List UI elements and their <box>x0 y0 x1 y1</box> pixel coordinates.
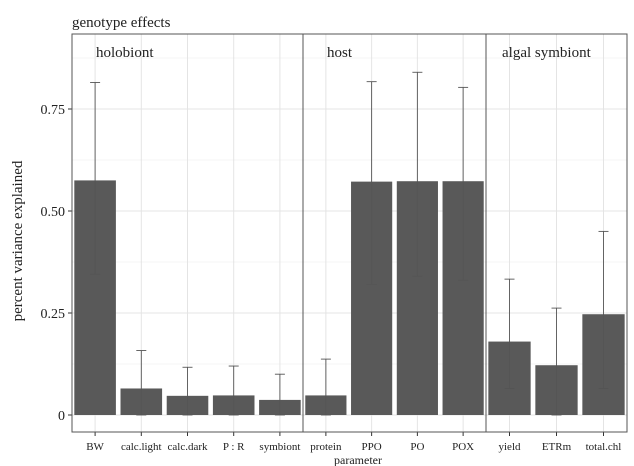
x-tick-label: calc.light <box>121 441 162 453</box>
x-tick-label: PO <box>410 441 424 453</box>
chart-title: genotype effects <box>72 15 171 31</box>
x-tick-label: protein <box>310 441 342 453</box>
y-tick-label: 0 <box>58 409 65 424</box>
y-tick-label: 0.75 <box>41 103 66 118</box>
x-tick-label: yield <box>499 441 521 453</box>
x-tick-label: PPO <box>362 441 382 453</box>
x-tick-label: symbiont <box>259 441 300 453</box>
panel-label: host <box>327 45 353 61</box>
y-axis-label: percent variance explained <box>10 160 26 321</box>
panel-label: algal symbiont <box>502 45 592 61</box>
x-tick-label: BW <box>86 441 104 453</box>
y-tick-label: 0.50 <box>41 205 66 220</box>
y-tick-label: 0.25 <box>41 307 66 322</box>
x-tick-label: P : R <box>223 441 245 453</box>
plot-area: 0 0.25 0.50 0.75 BW calc.light calc.dark P : R s… <box>41 33 628 453</box>
x-axis-label: parameter <box>334 453 382 466</box>
panel-border <box>485 33 628 433</box>
x-tick-label: ETRm <box>542 441 572 453</box>
panel-label: holobiont <box>96 45 154 61</box>
x-tick-label: total.chl <box>586 441 622 453</box>
x-tick-label: POX <box>452 441 474 453</box>
x-tick-label: calc.dark <box>168 441 208 453</box>
